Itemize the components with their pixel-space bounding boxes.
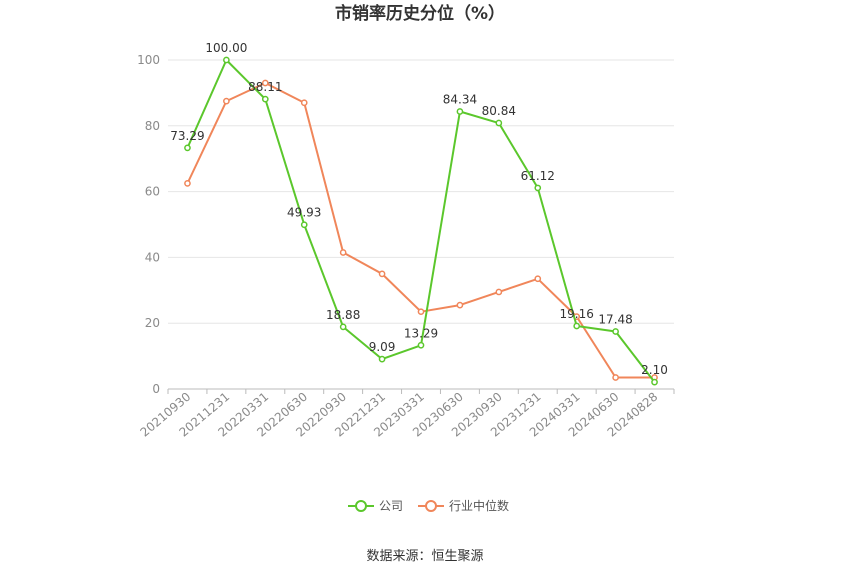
legend[interactable]: 公司 行业中位数	[348, 498, 509, 513]
data-point[interactable]	[223, 97, 230, 105]
data-point[interactable]	[378, 270, 386, 278]
data-label: 84.34	[443, 93, 477, 107]
data-point[interactable]	[612, 328, 619, 335]
data-point[interactable]	[184, 180, 191, 187]
chart-title: 市销率历史分位（%）	[335, 3, 505, 24]
data-label: 2.10	[641, 363, 668, 377]
data-label: 17.48	[598, 312, 632, 326]
grid	[168, 59, 674, 324]
data-label: 73.29	[170, 129, 204, 143]
series-layer: 73.29 100.00 88.11 49.93 18.88 9.09 13.29 84.34…	[170, 41, 668, 386]
data-point[interactable]	[417, 341, 425, 349]
data-label: 18.88	[326, 308, 360, 322]
data-label: 100.00	[205, 41, 247, 55]
data-point[interactable]	[534, 184, 542, 192]
data-point[interactable]	[223, 56, 230, 64]
data-point[interactable]	[534, 275, 542, 283]
source-note: 数据来源：恒生聚源	[366, 549, 483, 564]
data-point[interactable]	[651, 378, 658, 386]
legend-label: 行业中位数	[449, 498, 509, 513]
data-point[interactable]	[573, 322, 581, 330]
y-tick-label: 40	[145, 250, 160, 264]
data-point[interactable]	[300, 221, 308, 229]
data-label: 80.84	[482, 104, 516, 118]
y-tick-label: 0	[152, 382, 160, 396]
legend-marker	[425, 500, 437, 512]
y-tick-label: 80	[145, 119, 160, 133]
data-point[interactable]	[378, 355, 386, 363]
x-axis: 2021093020211231202203312022063020220930…	[138, 388, 675, 440]
legend-marker	[355, 500, 367, 512]
data-point[interactable]	[417, 308, 425, 316]
data-point[interactable]	[339, 323, 347, 331]
data-point[interactable]	[261, 95, 269, 103]
y-axis: 0 20 40 60 80 100	[137, 53, 160, 396]
data-point[interactable]	[339, 249, 347, 256]
y-tick-label: 100	[137, 53, 160, 67]
legend-item-0[interactable]: 公司	[348, 499, 403, 513]
data-label: 19.16	[560, 307, 594, 321]
y-tick-label: 20	[145, 316, 160, 330]
data-label: 88.11	[248, 80, 282, 94]
data-label: 13.29	[404, 326, 438, 340]
data-point[interactable]	[300, 99, 308, 107]
data-label: 9.09	[369, 340, 396, 354]
legend-label: 公司	[379, 499, 403, 513]
data-point[interactable]	[456, 301, 464, 309]
data-label: 49.93	[287, 206, 321, 220]
data-point[interactable]	[261, 79, 269, 87]
data-point[interactable]	[612, 374, 619, 381]
data-point[interactable]	[495, 288, 503, 296]
y-tick-label: 60	[145, 185, 160, 199]
data-point[interactable]	[456, 108, 464, 115]
legend-item-1[interactable]: 行业中位数	[418, 498, 509, 513]
data-point[interactable]	[184, 144, 191, 152]
data-point[interactable]	[495, 119, 503, 127]
data-label: 61.12	[521, 169, 555, 183]
